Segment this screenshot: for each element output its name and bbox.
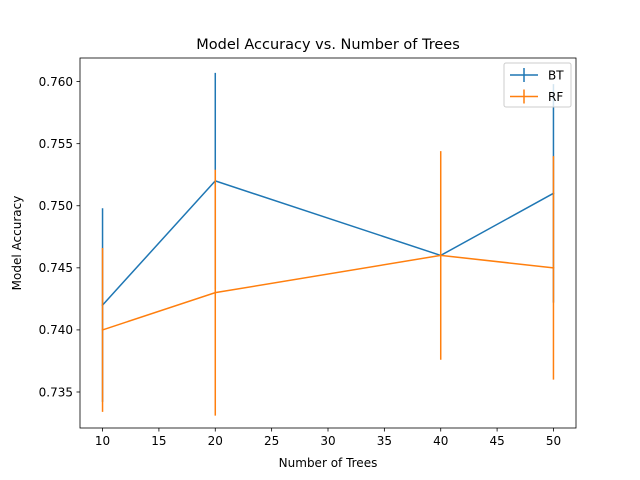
x-tick-label: 50 xyxy=(546,434,561,448)
legend: BT RF xyxy=(503,62,572,108)
y-axis: 0.735 0.740 0.745 0.750 0.755 0.760 xyxy=(39,75,80,399)
x-tick-label: 40 xyxy=(433,434,448,448)
x-axis-label: Number of Trees xyxy=(279,456,378,470)
series-rf xyxy=(101,151,555,416)
series-line-bt xyxy=(101,180,554,306)
x-tick-label: 10 xyxy=(95,434,110,448)
x-tick-label: 45 xyxy=(489,434,504,448)
x-tick-label: 20 xyxy=(208,434,223,448)
y-tick-label: 0.755 xyxy=(39,137,73,151)
series-line-rf xyxy=(102,254,554,331)
x-axis: 10 15 20 25 30 35 40 45 50 xyxy=(95,428,561,448)
legend-label-bt: BT xyxy=(548,68,564,82)
data-point-rf xyxy=(214,291,217,294)
y-axis-label: Model Accuracy xyxy=(10,196,24,291)
legend-label-rf: RF xyxy=(548,90,563,104)
x-tick-label: 35 xyxy=(377,434,392,448)
y-tick-label: 0.735 xyxy=(39,385,73,399)
plot-area xyxy=(101,72,555,416)
y-tick-label: 0.740 xyxy=(39,323,73,337)
data-point-rf xyxy=(101,329,104,331)
x-tick-label: 30 xyxy=(320,434,335,448)
y-tick-label: 0.760 xyxy=(39,75,73,89)
x-tick-label: 15 xyxy=(151,434,166,448)
chart-title: Model Accuracy vs. Number of Trees xyxy=(196,37,460,53)
data-point-rf xyxy=(552,266,555,269)
y-tick-label: 0.745 xyxy=(39,261,73,275)
x-tick-label: 25 xyxy=(264,434,279,448)
y-tick-label: 0.750 xyxy=(39,199,73,213)
data-point-rf xyxy=(439,254,442,257)
